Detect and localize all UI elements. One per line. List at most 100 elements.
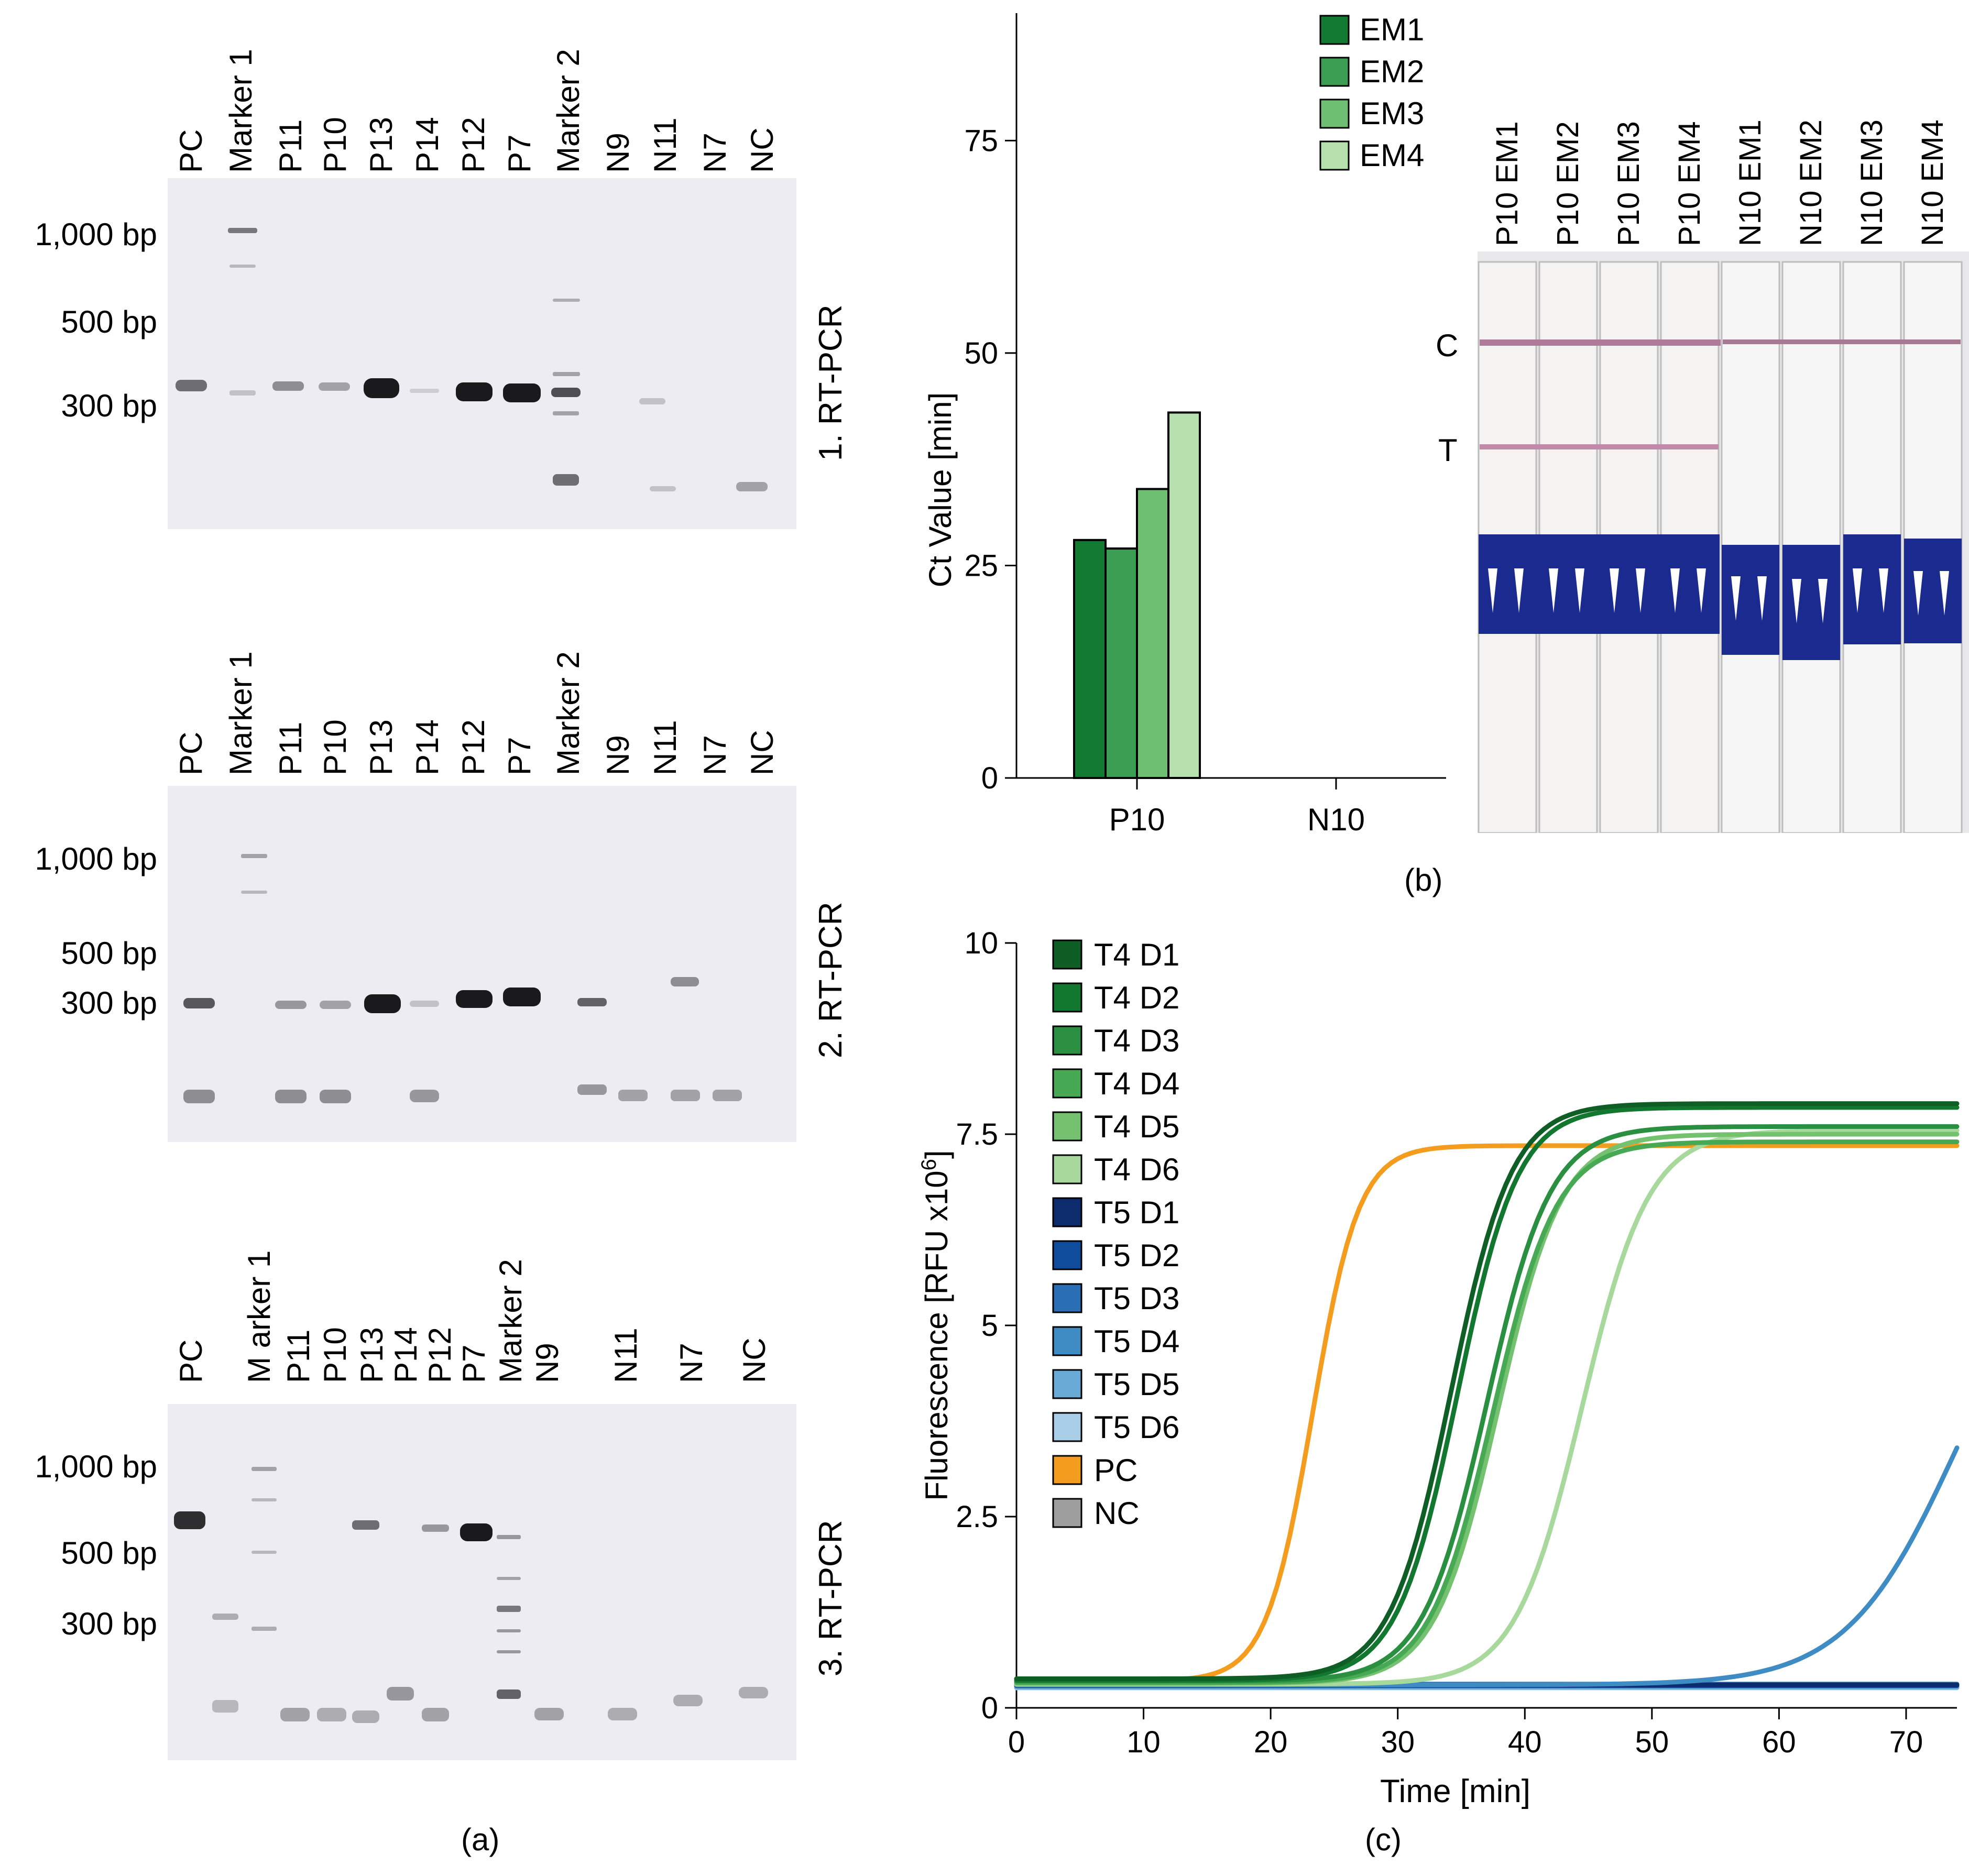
y-axis-title: Ct Value [min]	[923, 392, 958, 587]
gel3-lane-label: N9	[530, 1343, 565, 1383]
legend-swatch	[1319, 98, 1350, 129]
gel3-lane-label: PC	[173, 1339, 209, 1383]
gel2-title: 2. RT-PCR	[813, 902, 849, 1058]
legend-label: EM1	[1360, 12, 1424, 47]
y-tick-label: 25	[964, 548, 998, 583]
strip-label: N10 EM4	[1916, 119, 1950, 246]
legend-label: PC	[1094, 1453, 1137, 1488]
y-tick-label: 0	[981, 761, 998, 795]
legend-swatch	[1052, 939, 1082, 970]
y-tick-label: 50	[964, 336, 998, 370]
test-line-label: T	[1438, 433, 1458, 468]
gel1-lane-label: P7	[502, 134, 537, 173]
blue-pads	[1479, 534, 1962, 660]
gel1-lane-label: N9	[600, 133, 636, 173]
gel1-bands	[176, 228, 768, 491]
legend-swatch	[1052, 1369, 1082, 1399]
gel1-lane-label: Marker 2	[551, 49, 586, 173]
gel1-title: 1. RT-PCR	[813, 304, 849, 461]
legend-swatch	[1052, 1025, 1082, 1056]
y-tick-label: 5	[981, 1309, 998, 1343]
gel3-lane-label: P12	[422, 1327, 457, 1383]
gel2-lane-label: P10	[318, 719, 353, 775]
bar-P10-EM2	[1104, 547, 1138, 779]
legend-label: T4 D1	[1094, 937, 1179, 972]
x-tick-label: N10	[1307, 802, 1365, 837]
gel2-lane-label: Marker 1	[223, 651, 258, 775]
gel3-lane-label: P7	[456, 1344, 491, 1383]
gel3-lane-label: NC	[737, 1337, 772, 1383]
arrow-marks	[1488, 568, 1949, 623]
x-tick-label: 50	[1635, 1725, 1669, 1759]
legend-swatch	[1052, 1068, 1082, 1099]
legend-label: T5 D5	[1094, 1367, 1179, 1402]
legend-label: T5 D1	[1094, 1195, 1179, 1230]
legend-label: EM3	[1360, 96, 1424, 131]
legend-swatch	[1052, 1240, 1082, 1270]
gel1-size-500: 500 bp	[61, 304, 157, 339]
gel1-lane-label: P12	[456, 117, 491, 173]
legend-swatch	[1052, 1111, 1082, 1142]
gel1-lane-label: NC	[745, 127, 780, 173]
test-lines	[1480, 444, 1719, 449]
x-tick-label: 10	[1126, 1725, 1161, 1759]
lateral-flow-photo	[1478, 251, 1969, 834]
panel-b-caption: (b)	[1404, 862, 1443, 897]
legend-swatch	[1052, 982, 1082, 1013]
strip-label: P10 EM3	[1612, 121, 1646, 246]
gel1-lane-label: Marker 1	[223, 49, 258, 173]
gel1-lane-label: P11	[273, 119, 308, 173]
control-line-label: C	[1436, 328, 1459, 363]
gel3-lane-label: P14	[388, 1327, 423, 1383]
gel3-title: 3. RT-PCR	[813, 1520, 849, 1676]
gel3-size-300: 300 bp	[61, 1606, 157, 1641]
gel2-lane-label: P14	[410, 719, 445, 775]
gel3-lane-label: M arker 1	[242, 1250, 277, 1383]
gel3-bands	[174, 1467, 768, 1723]
legend-label: T4 D5	[1094, 1109, 1179, 1144]
gel2-lane-label: N7	[697, 735, 732, 775]
x-tick-label: 20	[1254, 1725, 1288, 1759]
y-tick-label: 2.5	[956, 1500, 998, 1534]
gel2-lane-label: P11	[273, 721, 308, 775]
y-tick-label: 10	[964, 926, 998, 960]
x-axis-title: Time [min]	[1380, 1773, 1530, 1809]
legend-swatch	[1052, 1154, 1082, 1184]
legend-label: T4 D3	[1094, 1023, 1179, 1058]
gel2-lane-label: Marker 2	[551, 651, 586, 775]
legend-swatch	[1052, 1326, 1082, 1356]
lateral-flow-strips	[1478, 261, 1963, 834]
strip-label: P10 EM2	[1551, 121, 1585, 246]
x-tick-label: 0	[1008, 1725, 1025, 1759]
gel3-size-1000: 1,000 bp	[35, 1449, 157, 1484]
legend-label: T4 D4	[1094, 1066, 1179, 1101]
ct-bar-chart: 0 25 50 75 Ct Value [min] P10 N10 EM1 EM2 EM3 EM4	[923, 12, 1446, 837]
series-line-T4-D1	[1014, 1101, 1960, 1681]
legend-label: T4 D2	[1094, 980, 1179, 1015]
gel2-bands	[183, 854, 742, 1103]
gel1-lane-label: P10	[318, 117, 353, 173]
panel-a-caption: (a)	[461, 1822, 500, 1857]
gel3-size-500: 500 bp	[61, 1535, 157, 1571]
gel3-lane-label: P13	[354, 1327, 389, 1383]
gel2-size-300: 300 bp	[61, 985, 157, 1021]
series-line-T5-D4	[1014, 1445, 1960, 1687]
gel1-lane-label: PC	[173, 129, 209, 173]
gel2-lane-label: P12	[456, 719, 491, 775]
legend-swatch	[1052, 1455, 1082, 1485]
gel1-lane-label: N7	[697, 133, 732, 173]
control-lines	[1480, 339, 1961, 346]
legend-swatch	[1052, 1283, 1082, 1313]
strip-label: N10 EM3	[1855, 119, 1889, 246]
gel1-size-300: 300 bp	[61, 388, 157, 423]
y-tick-label: 0	[981, 1691, 998, 1725]
legend-label: NC	[1094, 1496, 1140, 1531]
gel3-lane-label: P10	[318, 1327, 353, 1383]
gel2-image	[168, 786, 796, 1142]
gel3-lane-label: P11	[281, 1329, 316, 1383]
legend-swatch	[1319, 15, 1350, 45]
gel2-size-500: 500 bp	[61, 936, 157, 971]
gel2-lane-label: P7	[502, 737, 537, 775]
strip-label: N10 EM2	[1794, 119, 1828, 246]
y-axis-title: Fluorescence [RFU x106]	[917, 1150, 954, 1500]
